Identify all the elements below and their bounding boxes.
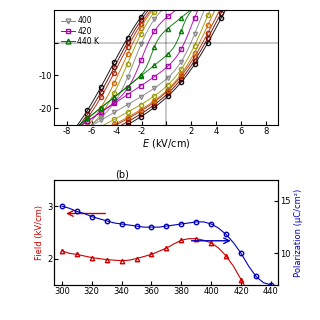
Legend: 400, 420, 440 K: 400, 420, 440 K (58, 13, 102, 49)
Title: (b): (b) (115, 169, 129, 179)
Y-axis label: Field (kV/cm): Field (kV/cm) (35, 205, 44, 260)
Y-axis label: Polarization (μC/cm²): Polarization (μC/cm²) (294, 188, 303, 276)
X-axis label: $E$ (kV/cm): $E$ (kV/cm) (142, 137, 191, 150)
